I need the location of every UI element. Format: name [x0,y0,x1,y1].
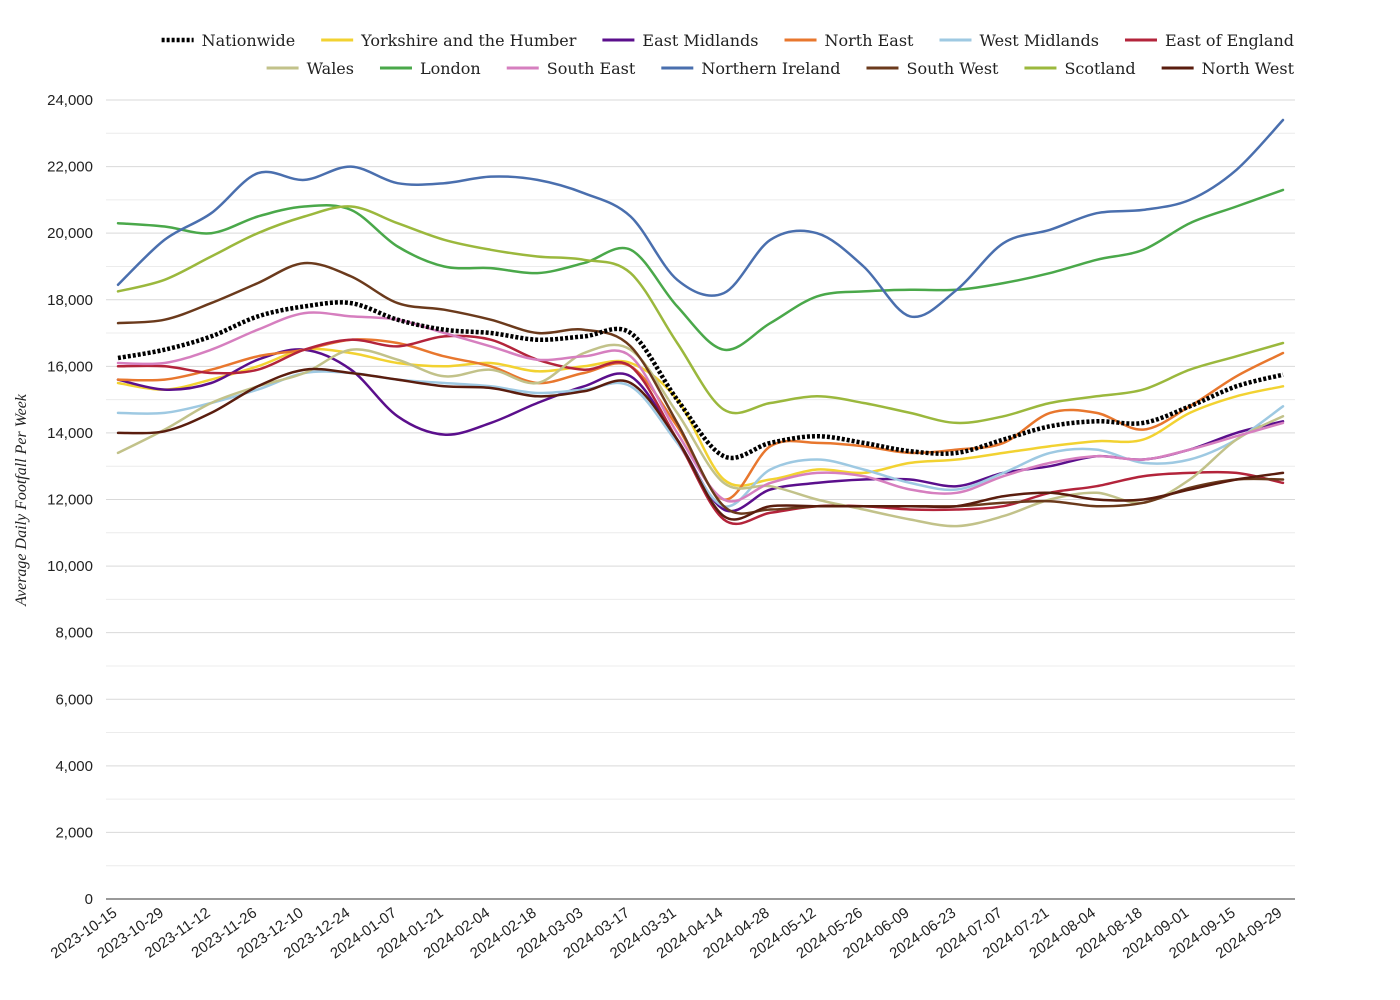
legend-item-west-midlands: West Midlands [939,31,1099,50]
y-axis-ticks: 0 2,000 4,000 6,000 8,000 10,000 12,000 14,000 1… [47,92,93,908]
y-tick-label: 2,000 [55,824,93,841]
legend-label: Scotland [1064,59,1135,78]
series-line-north-west [116,367,1285,521]
series-line-south-west [116,261,1285,515]
legend-item-nationwide: Nationwide [161,31,296,50]
legend-item-london: London [379,59,481,78]
grid [106,99,1295,900]
y-tick-label: 12,000 [47,492,93,509]
legend-label: South West [906,59,999,78]
y-tick-label: 0 [85,891,93,908]
y-tick-label: 10,000 [47,558,93,575]
legend-item-south-east: South East [506,59,636,78]
legend-label: North East [825,31,915,50]
legend-label: Nationwide [202,31,296,50]
legend-item-north-west: North West [1161,59,1295,78]
legend-label: West Midlands [979,31,1099,50]
y-tick-label: 24,000 [47,92,93,109]
legend-label: Yorkshire and the Humber [360,31,577,50]
legend-label: East Midlands [642,31,758,50]
series-line-london [116,188,1285,351]
legend-label: London [420,59,481,78]
legend-item-scotland: Scotland [1024,59,1136,78]
x-axis-ticks: 2023-10-152023-10-292023-11-122023-11-26… [48,904,1286,962]
legend-item-south-west: South West [866,59,999,78]
series-line-scotland [116,205,1285,425]
legend-item-wales: Wales [266,59,354,78]
series-line-south-east [116,311,1285,503]
y-tick-label: 4,000 [55,758,93,775]
y-tick-label: 6,000 [55,691,93,708]
legend-label: South East [547,59,636,78]
legend-label: East of England [1165,31,1294,50]
legend-label: Northern Ireland [701,59,840,78]
legend-item-northern-ireland: Northern Ireland [661,59,840,78]
y-tick-label: 14,000 [47,425,93,442]
y-tick-label: 16,000 [47,358,93,375]
legend-item-east-midlands: East Midlands [602,31,759,50]
legend-item-north-east: North East [784,31,915,50]
y-tick-label: 8,000 [55,625,93,642]
legend-label: North West [1202,59,1295,78]
legend-item-yorkshire-and-the-humber: Yorkshire and the Humber [321,31,577,50]
y-tick-label: 22,000 [47,159,93,176]
legend-item-east-of-england: East of England [1124,31,1294,50]
y-tick-label: 18,000 [47,292,93,309]
legend: Nationwide Yorkshire and the Humber East M… [161,31,1295,78]
series-line-northern-ireland [116,118,1285,319]
series-group [116,118,1285,528]
y-tick-label: 20,000 [47,225,93,242]
y-axis-label: Average Daily Footfall Per Week [13,393,30,607]
series-line-nationwide [117,300,1284,461]
legend-label: Wales [307,59,354,78]
